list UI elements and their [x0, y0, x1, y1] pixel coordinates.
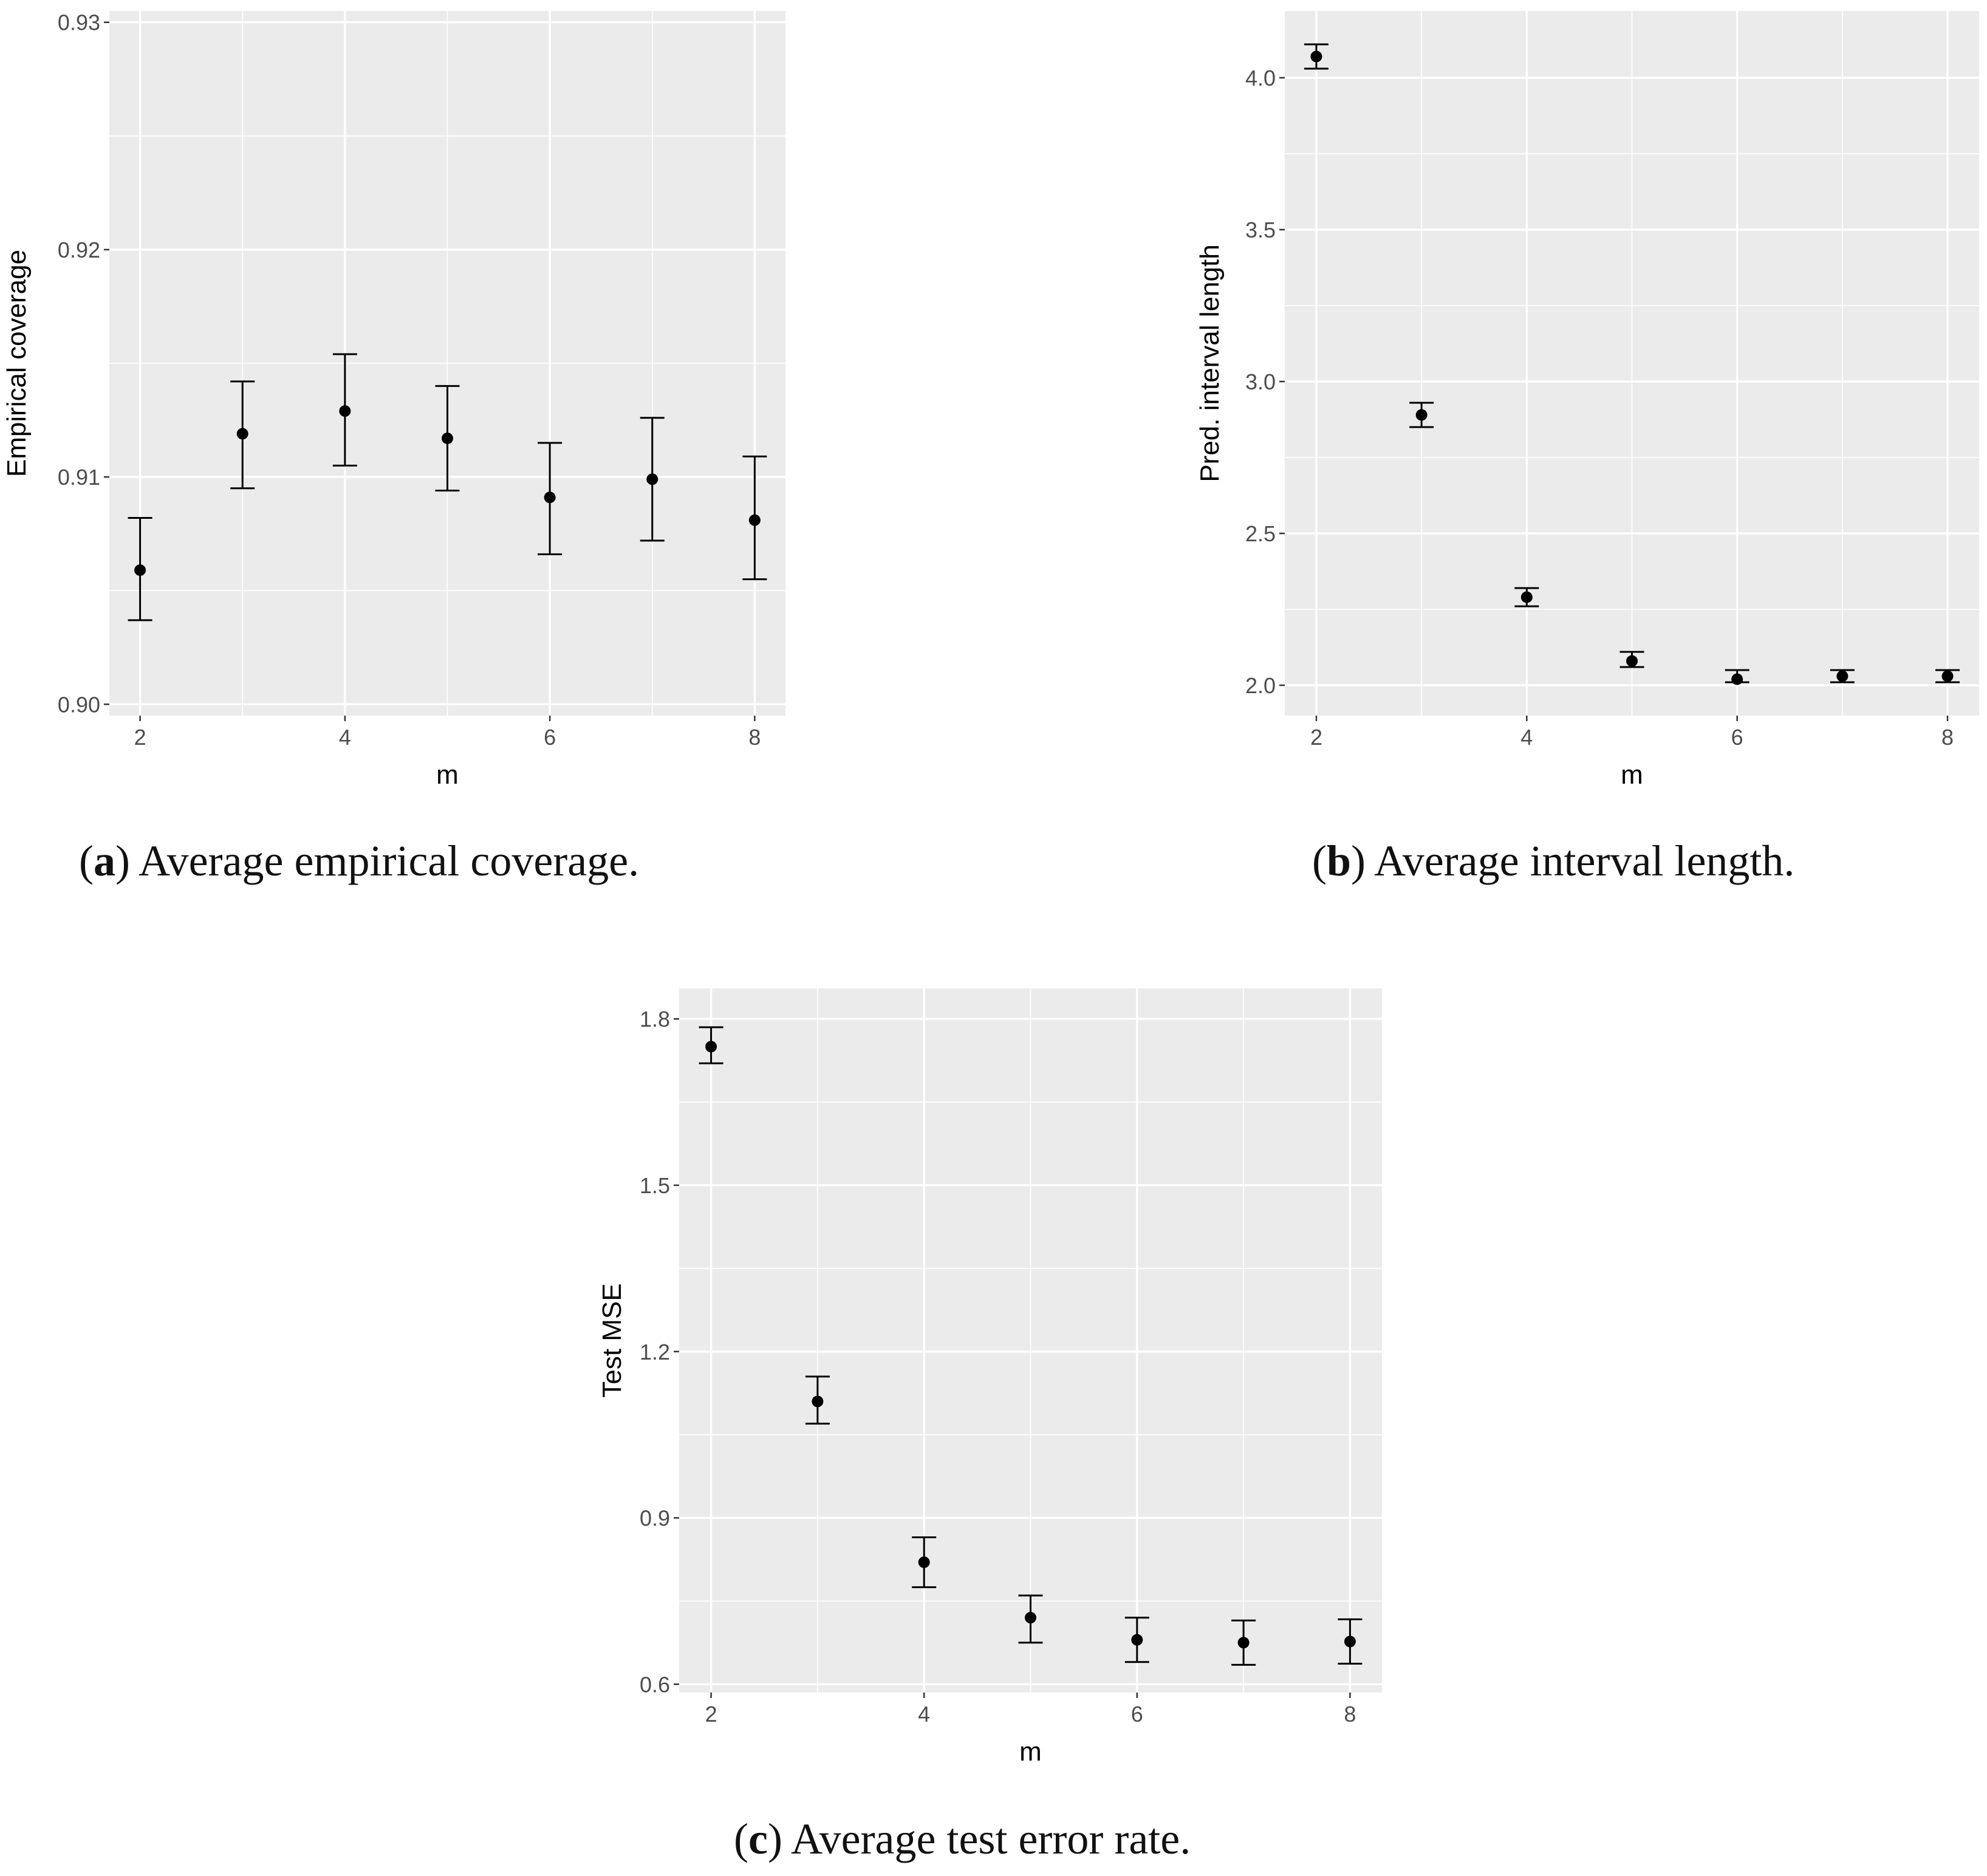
- y-tick-label: 1.8: [640, 1007, 670, 1032]
- data-point: [646, 473, 658, 485]
- data-point: [134, 564, 146, 577]
- caption-a: (a) Average empirical coverage.: [79, 837, 639, 885]
- x-tick-label: 6: [1731, 725, 1743, 750]
- caption-letter: c: [748, 1815, 768, 1863]
- data-point: [1520, 591, 1533, 603]
- panel-b: 2.0 2.5 3.0 3.5 4.0 2 4 6 8 m Pred. interval lengt…: [1195, 11, 1979, 790]
- x-tick-label: 6: [1131, 1702, 1143, 1727]
- x-tick-label: 2: [705, 1702, 717, 1727]
- data-point: [812, 1395, 824, 1408]
- y-tick-label: 0.9: [640, 1506, 670, 1531]
- y-tick-label: 3.5: [1245, 217, 1276, 242]
- y-tick-label: 0.92: [58, 238, 100, 262]
- caption-paren-open: (: [79, 837, 94, 885]
- caption-text: Average empirical coverage.: [139, 837, 639, 885]
- data-point: [918, 1556, 930, 1569]
- x-tick-label: 2: [1310, 725, 1322, 750]
- caption-text: Average interval length.: [1374, 837, 1794, 885]
- data-point: [1131, 1634, 1143, 1646]
- caption-paren-open: (: [1312, 837, 1327, 885]
- caption-letter: b: [1327, 837, 1351, 885]
- x-tick-label: 4: [1520, 725, 1533, 750]
- y-tick-label: 1.2: [640, 1340, 670, 1364]
- x-tick-label: 2: [134, 725, 146, 750]
- x-tick-label: 8: [1344, 1702, 1356, 1727]
- caption-paren-close: ): [115, 837, 139, 885]
- panel-a: 0.90 0.91 0.92 0.93 2 4 6 8 m Empirical coverage: [2, 10, 785, 790]
- y-tick-label: 0.6: [640, 1672, 670, 1697]
- x-tick-label: 4: [918, 1702, 930, 1727]
- data-point: [1836, 670, 1848, 682]
- data-point: [705, 1041, 717, 1053]
- panel-c: 0.6 0.9 1.2 1.5 1.8 2 4 6 8 m Test MSE: [597, 988, 1382, 1767]
- y-tick-label: 1.5: [640, 1173, 670, 1198]
- data-point: [1415, 409, 1428, 421]
- y-tick-label: 3.0: [1245, 369, 1276, 394]
- data-point: [339, 405, 351, 417]
- y-tick-label: 0.91: [58, 465, 100, 490]
- data-point: [1310, 50, 1322, 63]
- y-axis-title: Empirical coverage: [2, 250, 32, 477]
- y-axis-title: Pred. interval length: [1195, 244, 1225, 482]
- caption-paren-close: ): [1351, 837, 1374, 885]
- data-point: [1731, 673, 1743, 685]
- data-point: [1025, 1612, 1036, 1624]
- y-tick-label: 2.5: [1245, 521, 1276, 546]
- y-tick-label: 4.0: [1245, 66, 1276, 91]
- data-point: [1941, 670, 1954, 682]
- caption-text: Average test error rate.: [791, 1815, 1191, 1863]
- x-tick-label: 8: [748, 725, 761, 750]
- y-tick-label: 0.93: [58, 10, 100, 35]
- caption-letter: a: [94, 837, 115, 885]
- caption-c: (c) Average test error rate.: [734, 1815, 1191, 1863]
- y-axis-title: Test MSE: [597, 1283, 627, 1397]
- x-tick-label: 4: [339, 725, 351, 750]
- y-tick-label: 0.90: [58, 692, 100, 717]
- caption-paren-close: ): [768, 1815, 791, 1863]
- data-point: [748, 514, 761, 526]
- x-axis-title: m: [436, 760, 459, 790]
- x-tick-label: 6: [544, 725, 556, 750]
- x-tick-label: 8: [1941, 725, 1954, 750]
- data-point: [236, 428, 248, 440]
- x-axis-title: m: [1621, 760, 1643, 790]
- data-point: [1626, 655, 1638, 667]
- x-axis-title: m: [1019, 1737, 1042, 1767]
- data-point: [442, 432, 453, 444]
- y-tick-label: 2.0: [1245, 673, 1276, 698]
- data-point: [544, 491, 556, 504]
- caption-paren-open: (: [734, 1815, 748, 1863]
- data-point: [1344, 1635, 1356, 1648]
- caption-b: (b) Average interval length.: [1312, 837, 1794, 885]
- data-point: [1237, 1637, 1250, 1649]
